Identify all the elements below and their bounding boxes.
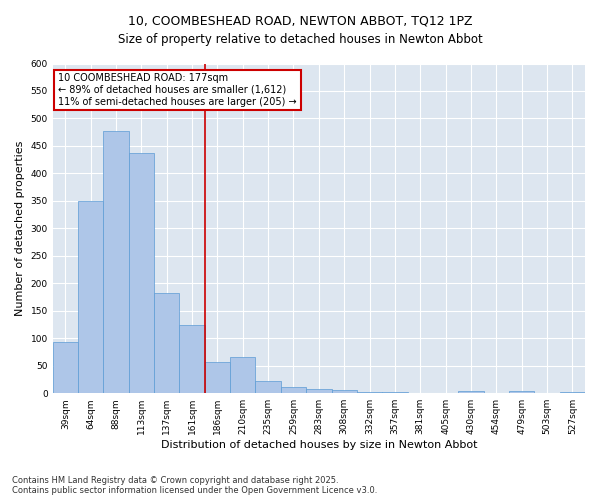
Bar	[407, 392, 433, 393]
Text: 10 COOMBESHEAD ROAD: 177sqm
← 89% of detached houses are smaller (1,612)
11% of : 10 COOMBESHEAD ROAD: 177sqm ← 89% of det…	[58, 74, 296, 106]
Bar	[129, 152, 154, 393]
Text: Contains HM Land Registry data © Crown copyright and database right 2025.
Contai: Contains HM Land Registry data © Crown c…	[12, 476, 377, 495]
Bar	[281, 386, 306, 393]
Bar	[154, 292, 179, 393]
Bar	[103, 131, 129, 393]
Bar	[458, 391, 484, 393]
Bar	[560, 392, 585, 393]
Text: Size of property relative to detached houses in Newton Abbot: Size of property relative to detached ho…	[118, 32, 482, 46]
Bar	[382, 392, 407, 393]
Bar	[205, 362, 230, 393]
Text: 10, COOMBESHEAD ROAD, NEWTON ABBOT, TQ12 1PZ: 10, COOMBESHEAD ROAD, NEWTON ABBOT, TQ12…	[128, 15, 472, 28]
Bar	[230, 358, 256, 393]
Bar	[179, 324, 205, 393]
Bar	[306, 390, 332, 393]
Bar	[256, 381, 281, 393]
Bar	[433, 392, 458, 393]
Bar	[332, 390, 357, 393]
Bar	[78, 201, 103, 393]
Bar	[509, 391, 535, 393]
X-axis label: Distribution of detached houses by size in Newton Abbot: Distribution of detached houses by size …	[161, 440, 477, 450]
Bar	[53, 342, 78, 393]
Bar	[357, 392, 382, 393]
Y-axis label: Number of detached properties: Number of detached properties	[15, 140, 25, 316]
